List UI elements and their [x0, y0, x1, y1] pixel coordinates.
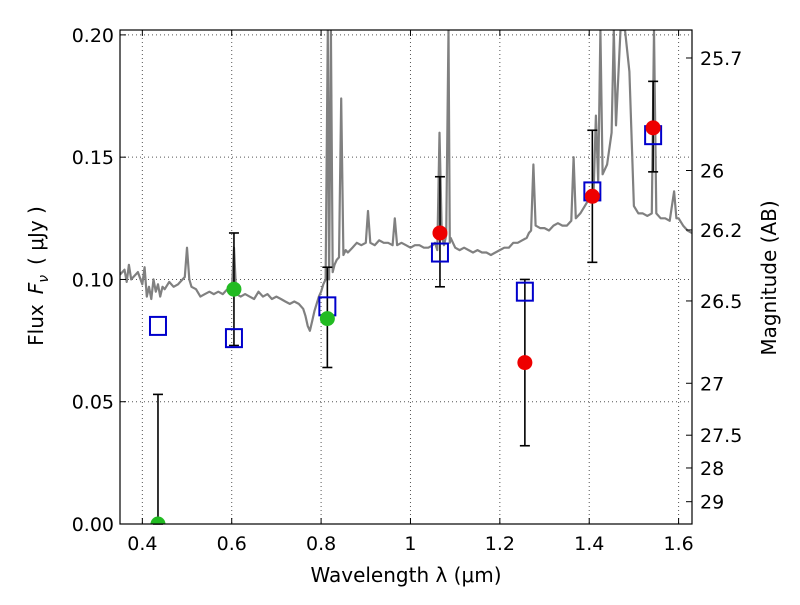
x-tick-label: 0.6: [217, 533, 247, 555]
y-tick-label: 0.20: [72, 25, 114, 47]
magnitude-tick-label: 26: [700, 160, 724, 182]
y-axis-title-subscript: ν: [36, 275, 52, 283]
observed-flux-point: [584, 188, 600, 204]
y-tick-label: 0.10: [72, 269, 114, 291]
y-axis-title-flux: Flux: [24, 304, 48, 346]
model-flux-square: [515, 281, 534, 302]
x-tick-label: 1.6: [663, 533, 693, 555]
y-axis-title: Flux Fν ( μJy ): [24, 206, 52, 346]
magnitude-tick-label: 29: [700, 492, 724, 514]
observed-flux-point: [226, 281, 242, 297]
y-tick-label: 0.15: [72, 147, 114, 169]
spectrum-layer: [120, 30, 692, 332]
magnitude-tick-label: 26.5: [700, 291, 742, 313]
x-tick-label: 1: [404, 533, 416, 555]
observed-flux-point: [645, 120, 661, 136]
model-flux-square: [430, 242, 449, 263]
model-flux-square: [224, 328, 243, 349]
plot-frame: [119, 29, 693, 525]
magnitude-tick-label: 26.2: [700, 220, 742, 242]
x-tick-label: 1.4: [574, 533, 604, 555]
observed-flux-point: [432, 225, 448, 241]
points-layer: [148, 120, 663, 524]
model-flux-square: [148, 315, 167, 336]
y-axis-title-unit: ( μJy ): [24, 206, 48, 265]
observed-flux-point: [319, 311, 335, 327]
x-tick-label: 1.2: [485, 533, 515, 555]
observed-flux-point: [517, 355, 533, 371]
y-tick-label: 0.05: [72, 392, 114, 414]
x-tick-label: 0.8: [306, 533, 336, 555]
y-tick-label: 0.00: [72, 514, 114, 536]
y-axis-title-symbol: F: [24, 282, 48, 294]
observed-flux-point: [150, 516, 166, 524]
right-axis-title: Magnitude (AB): [757, 200, 781, 355]
x-tick-label: 0.4: [127, 533, 157, 555]
model-spectrum-line: [120, 30, 692, 332]
magnitude-tick-label: 25.7: [700, 48, 742, 70]
axes-layer: 0.4 0.6 0.8 1 1.2 1.4 1.6 0.00 0.05 0.10 0.15 0.20 2…: [72, 25, 743, 555]
magnitude-tick-label: 27: [700, 373, 724, 395]
magnitude-tick-label: 28: [700, 458, 724, 480]
magnitude-tick-label: 27.5: [700, 425, 742, 447]
x-axis-title: Wavelength λ (μm): [310, 563, 501, 587]
